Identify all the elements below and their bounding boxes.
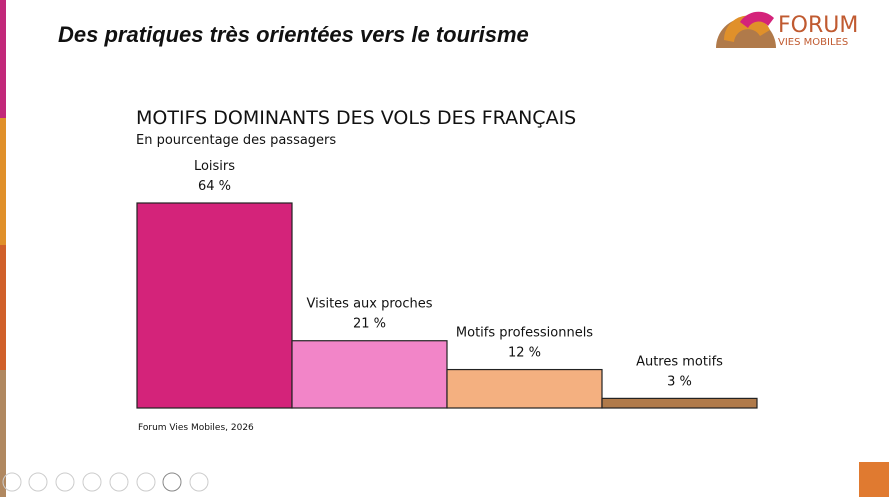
bar	[601, 397, 758, 409]
corner-block	[859, 462, 889, 497]
stripe	[0, 118, 6, 245]
bar	[291, 340, 448, 409]
source: Forum Vies Mobiles, 2026	[138, 423, 254, 433]
logo: FORUM VIES MOBILES	[716, 11, 858, 48]
stripe	[0, 370, 6, 497]
category-label: Motifs professionnels	[456, 326, 593, 341]
chart-subtitle: En pourcentage des passagers	[136, 133, 336, 148]
stripe	[0, 245, 6, 370]
toolbar[interactable]	[2, 472, 209, 492]
logo-tagline: VIES MOBILES	[778, 37, 848, 48]
value-label: 12 %	[508, 346, 541, 361]
bar	[446, 368, 603, 409]
slide-title: Des pratiques très orientées vers le tou…	[58, 22, 529, 47]
bar	[136, 202, 293, 409]
chart-title: MOTIFS DOMINANTS DES VOLS DES FRANÇAIS	[136, 107, 576, 129]
category-label: Loisirs	[194, 159, 235, 174]
category-label: Visites aux proches	[306, 297, 432, 312]
value-label: 64 %	[198, 179, 231, 194]
category-label: Autres motifs	[636, 354, 723, 369]
stripe	[0, 0, 6, 118]
logo-name: FORUM	[778, 13, 858, 38]
value-label: 3 %	[667, 374, 692, 389]
value-label: 21 %	[353, 317, 386, 332]
